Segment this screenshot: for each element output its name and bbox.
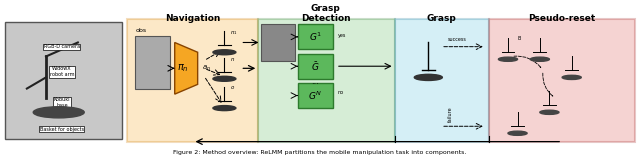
Text: B: B	[518, 36, 521, 41]
Text: yes: yes	[338, 33, 346, 38]
Text: $o$: $o$	[230, 84, 235, 91]
FancyBboxPatch shape	[4, 22, 122, 139]
FancyBboxPatch shape	[298, 54, 333, 79]
Text: $G^1$: $G^1$	[308, 31, 322, 43]
Text: $\pi_n$: $\pi_n$	[177, 62, 189, 74]
Circle shape	[414, 74, 442, 80]
Text: RGB-D camera: RGB-D camera	[44, 44, 80, 49]
FancyBboxPatch shape	[261, 24, 294, 61]
Circle shape	[562, 75, 581, 80]
FancyBboxPatch shape	[298, 24, 333, 49]
Polygon shape	[175, 42, 198, 94]
Circle shape	[213, 50, 236, 55]
FancyBboxPatch shape	[257, 19, 394, 142]
Circle shape	[213, 106, 236, 111]
Text: $n$: $n$	[230, 56, 235, 63]
Text: $a_n$: $a_n$	[202, 64, 211, 73]
Circle shape	[508, 131, 527, 135]
Text: $n_1$: $n_1$	[230, 29, 237, 37]
Circle shape	[540, 110, 559, 114]
Circle shape	[531, 57, 549, 61]
FancyBboxPatch shape	[135, 36, 170, 89]
FancyBboxPatch shape	[298, 83, 333, 108]
Text: WidowX
robot arm: WidowX robot arm	[50, 66, 74, 77]
Text: Figure 2: Method overview: ReLMM partitions the mobile manipulation task into co: Figure 2: Method overview: ReLMM partiti…	[173, 150, 467, 155]
FancyBboxPatch shape	[489, 19, 636, 142]
FancyArrowPatch shape	[514, 56, 541, 68]
Circle shape	[213, 76, 236, 81]
FancyBboxPatch shape	[394, 19, 489, 142]
Text: Basket for objects: Basket for objects	[40, 127, 84, 132]
Text: Kobuki
base: Kobuki base	[54, 97, 70, 108]
Text: Pseudo-reset: Pseudo-reset	[529, 14, 596, 23]
FancyBboxPatch shape	[127, 19, 257, 142]
Text: $\bar{G}$: $\bar{G}$	[311, 60, 319, 73]
Text: Navigation: Navigation	[165, 14, 220, 23]
Text: obs: obs	[135, 28, 147, 33]
Circle shape	[499, 57, 518, 61]
Text: no: no	[338, 90, 344, 95]
Text: Grasp
Detection: Grasp Detection	[301, 4, 351, 23]
Circle shape	[33, 107, 84, 118]
Text: ...: ...	[311, 77, 319, 86]
Text: $G^N$: $G^N$	[308, 89, 323, 102]
Text: failure: failure	[447, 106, 452, 122]
FancyArrowPatch shape	[543, 73, 553, 96]
Text: Grasp: Grasp	[427, 14, 456, 23]
Text: success: success	[447, 37, 467, 42]
